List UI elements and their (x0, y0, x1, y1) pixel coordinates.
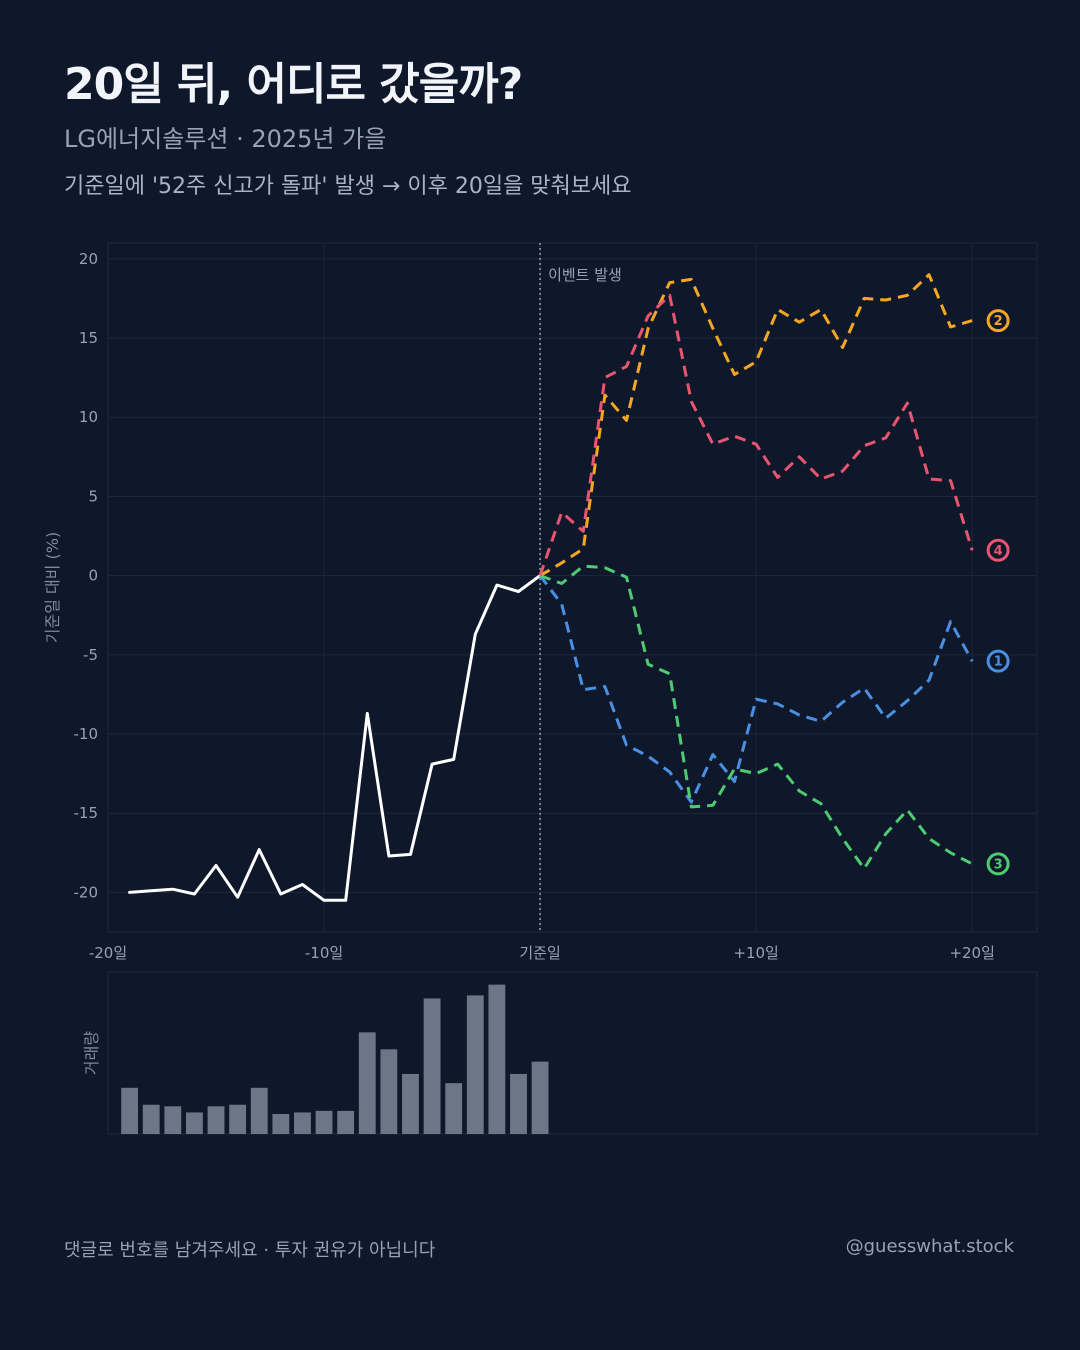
series-line-4 (538, 293, 974, 577)
volume-bar (445, 1083, 463, 1134)
volume-bar (466, 995, 484, 1134)
volume-bar (337, 1110, 355, 1134)
series-marker-label-3: 3 (994, 857, 1003, 872)
footer-note: 댓글로 번호를 남겨주세요 · 투자 권유가 아닙니다 (64, 1240, 436, 1261)
y-tick-label: -15 (74, 804, 99, 822)
volume-bar (510, 1073, 527, 1134)
volume-frame (107, 971, 1038, 1135)
series-marker-4 (986, 538, 1010, 562)
y-tick-label: -5 (83, 646, 98, 664)
y-tick-label: 15 (79, 329, 98, 347)
x-tick-label: -10일 (305, 944, 343, 962)
series-marker-2 (986, 309, 1010, 333)
volume-bar (164, 1106, 182, 1134)
series-line-2 (539, 273, 973, 577)
series-marker-label-1: 1 (994, 655, 1003, 670)
volume-bar (380, 1049, 398, 1134)
volume-bar (358, 1032, 376, 1134)
series-marker-label-4: 4 (994, 544, 1003, 559)
x-tick-label: +20일 (949, 944, 994, 962)
y-tick-label: -10 (74, 725, 99, 743)
main-plot: -20 -15 -10 -5 0 5 10 15 20 -20일 -10일 기준일 +10일 +20일 기준… (43, 242, 1038, 962)
volume-bar (294, 1112, 311, 1134)
volume-bar (423, 998, 441, 1134)
volume-bar (488, 984, 506, 1134)
x-tick-label: +10일 (733, 944, 778, 962)
volume-bar (315, 1110, 333, 1134)
series-marker-1 (986, 649, 1010, 673)
series-marker-label-2: 2 (994, 314, 1003, 329)
volume-bar (402, 1073, 419, 1134)
page-subtitle: LG에너지솔루션 · 2025년 가을 (64, 125, 387, 153)
series-line-3 (539, 564, 973, 871)
history-line (128, 574, 542, 902)
x-tick-label: 기준일 (519, 944, 560, 962)
volume-plot: 거래량 (82, 971, 1038, 1135)
y-axis-label: 기준일 대비 (%) (43, 532, 62, 643)
footer-handle[interactable]: @guesswhat.stock (845, 1236, 1014, 1257)
volume-bar (272, 1113, 290, 1134)
x-tick-label: -20일 (89, 944, 127, 962)
y-tick-label: 0 (88, 567, 98, 585)
event-label: 이벤트 발생 (548, 266, 622, 284)
page-title: 20일 뒤, 어디로 갔을까? (64, 59, 523, 110)
volume-bar (229, 1104, 247, 1134)
volume-bar (207, 1106, 225, 1134)
volume-axis-label: 거래량 (82, 1031, 101, 1075)
volume-bar (185, 1112, 203, 1134)
volume-bar (250, 1087, 268, 1134)
volume-bar (142, 1104, 160, 1134)
volume-bar (531, 1061, 549, 1134)
page-description: 기준일에 '52주 신고가 돌파' 발생 → 이후 20일을 맞춰보세요 (64, 174, 632, 199)
y-tick-label: 5 (88, 487, 98, 505)
y-tick-label: 20 (79, 250, 98, 268)
series-line-1 (538, 574, 974, 804)
plot-frame (107, 242, 1038, 933)
y-tick-label: -20 (74, 883, 99, 901)
y-tick-label: 10 (79, 408, 98, 426)
volume-bar (121, 1087, 139, 1134)
series-marker-3 (986, 852, 1010, 876)
